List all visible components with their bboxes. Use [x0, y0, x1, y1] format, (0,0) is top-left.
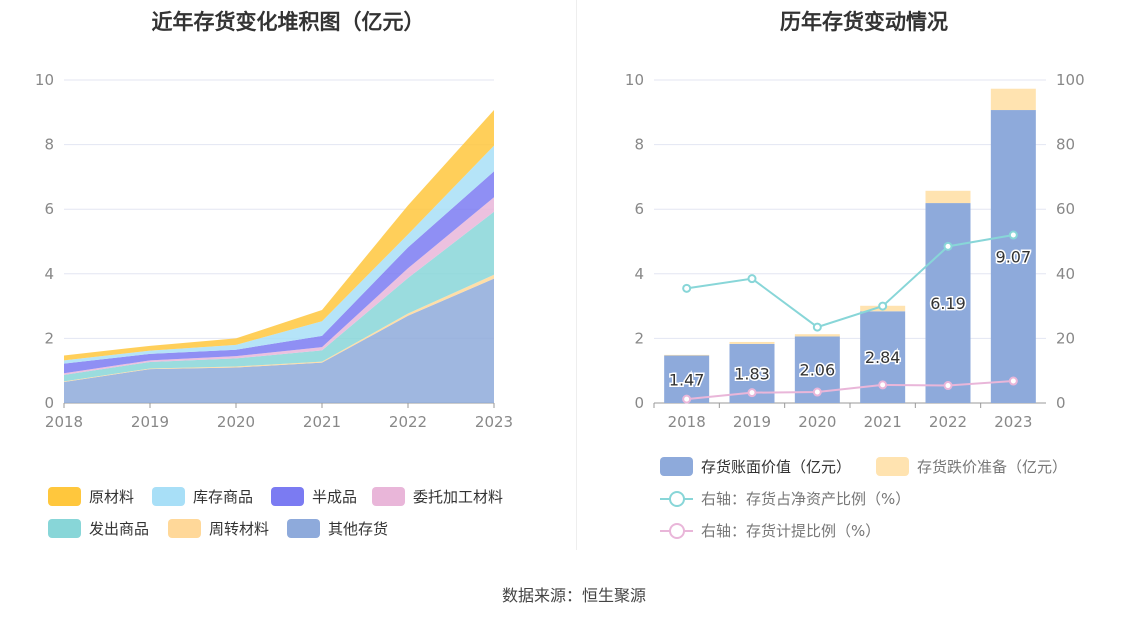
- panel-divider: [576, 0, 577, 550]
- point-右轴：存货占净资产比例（%）: [682, 283, 692, 293]
- right-chart-title: 历年存货变动情况: [780, 10, 948, 34]
- legend-swatch: [48, 519, 81, 538]
- legend-label: 库存商品: [193, 488, 254, 506]
- left-legend-item[interactable]: 周转材料: [168, 518, 269, 539]
- legend-label: 右轴：存货计提比例（%）: [701, 522, 881, 540]
- left-y-tick-label: 10: [35, 71, 54, 89]
- left-x-tick-label: 2018: [45, 413, 83, 431]
- legend-swatch: [372, 487, 405, 506]
- right-y-tick-label: 4: [634, 265, 644, 283]
- right-y2-tick-label: 100: [1056, 71, 1085, 89]
- right-y2-tick-label: 40: [1056, 265, 1075, 283]
- point-右轴：存货占净资产比例（%）: [878, 301, 888, 311]
- legend-swatch: [152, 487, 185, 506]
- right-y2-tick-label: 20: [1056, 329, 1075, 347]
- right-legend-item[interactable]: 右轴：存货占净资产比例（%）: [660, 488, 910, 509]
- right-y-tick-label: 2: [634, 329, 644, 347]
- right-y2-tick-label: 0: [1056, 394, 1066, 412]
- right-x-tick-label: 2019: [733, 413, 771, 431]
- bar-data-label: 6.19: [930, 294, 966, 313]
- data-source: 数据来源：恒生聚源: [501, 586, 646, 605]
- legend-label: 存货账面价值（亿元）: [701, 458, 852, 476]
- left-y-tick-label: 0: [44, 394, 54, 412]
- point-右轴：存货计提比例（%）: [682, 394, 692, 404]
- point-右轴：存货占净资产比例（%）: [943, 241, 953, 251]
- left-x-tick-label: 2021: [303, 413, 341, 431]
- bar-data-label: 2.06: [800, 361, 836, 380]
- right-x-tick-label: 2022: [929, 413, 967, 431]
- right-y2-tick-label: 80: [1056, 136, 1075, 154]
- left-y-tick-label: 6: [44, 200, 54, 218]
- left-y-tick-label: 4: [44, 265, 54, 283]
- right-x-tick-label: 2018: [668, 413, 706, 431]
- right-legend-item[interactable]: 右轴：存货计提比例（%）: [660, 520, 880, 541]
- left-legend-item[interactable]: 半成品: [271, 486, 357, 507]
- point-右轴：存货计提比例（%）: [943, 381, 953, 391]
- point-右轴：存货占净资产比例（%）: [812, 322, 822, 332]
- point-右轴：存货计提比例（%）: [1008, 376, 1018, 386]
- point-右轴：存货占净资产比例（%）: [1008, 230, 1018, 240]
- left-y-tick-label: 2: [44, 329, 54, 347]
- legend-swatch: [271, 487, 304, 506]
- legend-label: 周转材料: [209, 520, 270, 538]
- left-legend-item[interactable]: 委托加工材料: [372, 486, 503, 507]
- left-x-tick-label: 2020: [217, 413, 255, 431]
- right-y-tick-label: 8: [634, 136, 644, 154]
- right-y-tick-label: 6: [634, 200, 644, 218]
- left-x-tick-label: 2023: [475, 413, 513, 431]
- legend-swatch: [660, 457, 693, 476]
- line-右轴：存货计提比例（%）: [686, 380, 1014, 401]
- right-legend-item[interactable]: 存货跌价准备（亿元）: [876, 456, 1067, 477]
- bar-存货跌价准备（亿元）: [664, 354, 710, 356]
- area-其他存货: [64, 278, 494, 403]
- bar-data-label: 2.84: [865, 348, 901, 367]
- bar-存货账面价值（亿元）: [925, 203, 971, 403]
- legend-swatch: [287, 519, 320, 538]
- point-右轴：存货占净资产比例（%）: [747, 274, 757, 284]
- right-y-tick-label: 0: [634, 394, 644, 412]
- legend-swatch: [48, 487, 81, 506]
- legend-label: 委托加工材料: [413, 488, 504, 506]
- legend-swatch: [876, 457, 909, 476]
- bar-存货跌价准备（亿元）: [729, 341, 775, 344]
- point-右轴：存货计提比例（%）: [747, 388, 757, 398]
- bar-data-label: 9.07: [996, 248, 1032, 267]
- left-legend-item[interactable]: 原材料: [48, 486, 134, 507]
- point-右轴：存货计提比例（%）: [878, 380, 888, 390]
- legend-label: 半成品: [312, 488, 358, 506]
- point-右轴：存货计提比例（%）: [812, 387, 822, 397]
- left-x-tick-label: 2022: [389, 413, 427, 431]
- legend-label: 存货跌价准备（亿元）: [917, 458, 1068, 476]
- right-y2-tick-label: 60: [1056, 200, 1075, 218]
- legend-swatch: [168, 519, 201, 538]
- right-x-tick-label: 2021: [864, 413, 902, 431]
- left-legend-item[interactable]: 其他存货: [287, 518, 388, 539]
- bar-存货跌价准备（亿元）: [990, 88, 1036, 111]
- left-x-tick-label: 2019: [131, 413, 169, 431]
- legend-label: 其他存货: [328, 520, 389, 538]
- legend-label: 发出商品: [89, 520, 150, 538]
- legend-swatch: [660, 521, 693, 540]
- line-右轴：存货占净资产比例（%）: [686, 234, 1014, 329]
- right-x-tick-label: 2023: [994, 413, 1032, 431]
- bar-存货账面价值（亿元）: [990, 110, 1036, 403]
- left-legend-item[interactable]: 发出商品: [48, 518, 149, 539]
- bar-存货跌价准备（亿元）: [794, 334, 840, 337]
- bar-data-label: 1.83: [734, 364, 770, 383]
- legend-label: 原材料: [89, 488, 135, 506]
- bar-存货跌价准备（亿元）: [925, 190, 971, 204]
- left-chart-title: 近年存货变化堆积图（亿元）: [151, 10, 425, 34]
- legend-swatch: [660, 489, 693, 508]
- left-legend-item[interactable]: 库存商品: [152, 486, 253, 507]
- left-y-tick-label: 8: [44, 136, 54, 154]
- right-y-tick-label: 10: [625, 71, 644, 89]
- right-x-tick-label: 2020: [798, 413, 836, 431]
- bar-data-label: 1.47: [669, 370, 705, 389]
- area-发出商品: [64, 211, 494, 382]
- legend-label: 右轴：存货占净资产比例（%）: [701, 490, 911, 508]
- right-legend-item[interactable]: 存货账面价值（亿元）: [660, 456, 851, 477]
